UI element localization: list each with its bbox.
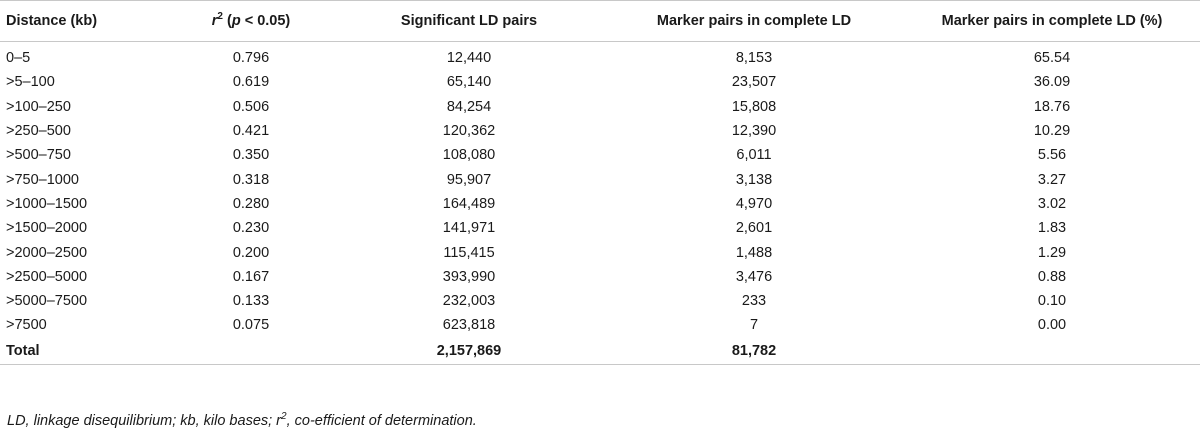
total-label: Total	[0, 337, 168, 365]
cell-r2: 0.421	[232, 123, 270, 140]
cell-r2: 0.200	[232, 244, 270, 261]
cell-r2: 0.506	[232, 98, 270, 115]
cell-distance: >2500–5000	[6, 268, 88, 285]
header-r2-variable: r	[211, 13, 218, 29]
cell-significant-ld-pairs: 65,140	[446, 74, 492, 91]
cell-complete-ld-pairs: 3,476	[735, 268, 773, 285]
table-footnote: LD, linkage disequilibrium; kb, kilo bas…	[7, 411, 477, 429]
cell-significant-ld-pairs: 164,489	[442, 195, 496, 212]
total-percent-empty	[904, 337, 1200, 365]
table-row: >1000–1500 0.280 164,489 4,970 3.02	[0, 192, 1200, 216]
cell-distance: >750–1000	[6, 171, 79, 188]
cell-significant-ld-pairs: 393,990	[442, 268, 496, 285]
cell-distance: 0–5	[6, 50, 31, 67]
cell-r2: 0.167	[232, 268, 270, 285]
table-row: >5–100 0.619 65,140 23,507 36.09	[0, 70, 1200, 94]
cell-complete-ld-percent: 3.02	[1037, 195, 1067, 212]
table-row: 0–5 0.796 12,440 8,153 65.54	[0, 42, 1200, 71]
cell-complete-ld-percent: 1.83	[1037, 220, 1067, 237]
cell-r2: 0.318	[232, 171, 270, 188]
table-total-row: Total 2,157,869 81,782	[0, 337, 1200, 365]
footnote-text-2: , co-efficient of determination.	[286, 413, 477, 429]
cell-significant-ld-pairs: 108,080	[442, 147, 496, 164]
cell-complete-ld-pairs: 4,970	[735, 195, 773, 212]
cell-distance: >1000–1500	[6, 195, 88, 212]
table-body: 0–5 0.796 12,440 8,153 65.54 >5–100 0.619 65,14…	[0, 42, 1200, 365]
header-complete-ld-pairs: Marker pairs in complete LD	[604, 0, 904, 42]
table-row: >1500–2000 0.230 141,971 2,601 1.83	[0, 216, 1200, 240]
header-significant-ld-pairs: Significant LD pairs	[334, 0, 604, 42]
cell-significant-ld-pairs: 623,818	[442, 317, 496, 334]
cell-r2: 0.619	[232, 74, 270, 91]
cell-distance: >5000–7500	[6, 293, 88, 310]
ld-table-container: Distance (kb) r2 (p < 0.05) Significant …	[0, 0, 1200, 365]
cell-significant-ld-pairs: 12,440	[446, 50, 492, 67]
cell-complete-ld-pairs: 23,507	[731, 74, 777, 91]
header-r2-p: p	[231, 13, 241, 29]
total-complete-ld-pairs: 81,782	[604, 337, 904, 365]
cell-complete-ld-pairs: 15,808	[731, 98, 777, 115]
cell-r2: 0.350	[232, 147, 270, 164]
cell-complete-ld-percent: 10.29	[1033, 123, 1071, 140]
cell-distance: >100–250	[6, 98, 71, 115]
cell-distance: >500–750	[6, 147, 71, 164]
cell-significant-ld-pairs: 84,254	[446, 98, 492, 115]
cell-significant-ld-pairs: 120,362	[442, 123, 496, 140]
cell-r2: 0.075	[232, 317, 270, 334]
table-row: >5000–7500 0.133 232,003 233 0.10	[0, 289, 1200, 313]
cell-complete-ld-pairs: 2,601	[735, 220, 773, 237]
table-row: >500–750 0.350 108,080 6,011 5.56	[0, 143, 1200, 167]
cell-complete-ld-pairs: 233	[741, 293, 767, 310]
cell-complete-ld-pairs: 1,488	[735, 244, 773, 261]
cell-complete-ld-pairs: 7	[749, 317, 759, 334]
cell-distance: >250–500	[6, 123, 71, 140]
cell-complete-ld-percent: 65.54	[1033, 50, 1071, 67]
cell-complete-ld-pairs: 12,390	[731, 123, 777, 140]
table-header-row: Distance (kb) r2 (p < 0.05) Significant …	[0, 0, 1200, 42]
table-row: >100–250 0.506 84,254 15,808 18.76	[0, 95, 1200, 119]
header-r2-paren: (	[222, 13, 232, 29]
cell-r2: 0.280	[232, 195, 270, 212]
footnote-text-1: LD, linkage disequilibrium; kb, kilo bas…	[7, 413, 282, 429]
total-r2-empty	[168, 337, 334, 365]
table-row: >750–1000 0.318 95,907 3,138 3.27	[0, 167, 1200, 191]
cell-complete-ld-percent: 5.56	[1037, 147, 1067, 164]
header-r2-superscript: 2	[217, 11, 223, 23]
header-r2-condition: < 0.05)	[240, 13, 291, 29]
header-distance: Distance (kb)	[0, 0, 168, 42]
cell-distance: >1500–2000	[6, 220, 88, 237]
cell-complete-ld-percent: 0.10	[1037, 293, 1067, 310]
cell-complete-ld-percent: 18.76	[1033, 98, 1071, 115]
cell-r2: 0.230	[232, 220, 270, 237]
total-significant-ld-pairs: 2,157,869	[334, 337, 604, 365]
header-complete-ld-percent: Marker pairs in complete LD (%)	[904, 0, 1200, 42]
table-row: >2000–2500 0.200 115,415 1,488 1.29	[0, 240, 1200, 264]
cell-significant-ld-pairs: 232,003	[442, 293, 496, 310]
cell-distance: >7500	[6, 317, 47, 334]
cell-significant-ld-pairs: 115,415	[443, 244, 495, 261]
cell-complete-ld-percent: 3.27	[1037, 171, 1067, 188]
table-row: >7500 0.075 623,818 7 0.00	[0, 313, 1200, 337]
cell-complete-ld-pairs: 6,011	[736, 147, 772, 164]
cell-complete-ld-pairs: 3,138	[735, 171, 773, 188]
cell-significant-ld-pairs: 141,971	[442, 220, 496, 237]
cell-r2: 0.133	[232, 293, 270, 310]
header-r2: r2 (p < 0.05)	[168, 0, 334, 42]
table-row: >2500–5000 0.167 393,990 3,476 0.88	[0, 265, 1200, 289]
ld-decay-table: Distance (kb) r2 (p < 0.05) Significant …	[0, 0, 1200, 365]
cell-complete-ld-pairs: 8,153	[735, 50, 773, 67]
cell-distance: >5–100	[6, 74, 55, 91]
cell-significant-ld-pairs: 95,907	[446, 171, 492, 188]
cell-complete-ld-percent: 0.00	[1037, 317, 1067, 334]
footnote-superscript: 2	[281, 411, 287, 423]
cell-complete-ld-percent: 0.88	[1037, 268, 1067, 285]
cell-complete-ld-percent: 36.09	[1033, 74, 1071, 91]
table-row: >250–500 0.421 120,362 12,390 10.29	[0, 119, 1200, 143]
cell-complete-ld-percent: 1.29	[1037, 244, 1067, 261]
cell-r2: 0.796	[232, 50, 270, 67]
cell-distance: >2000–2500	[6, 244, 88, 261]
